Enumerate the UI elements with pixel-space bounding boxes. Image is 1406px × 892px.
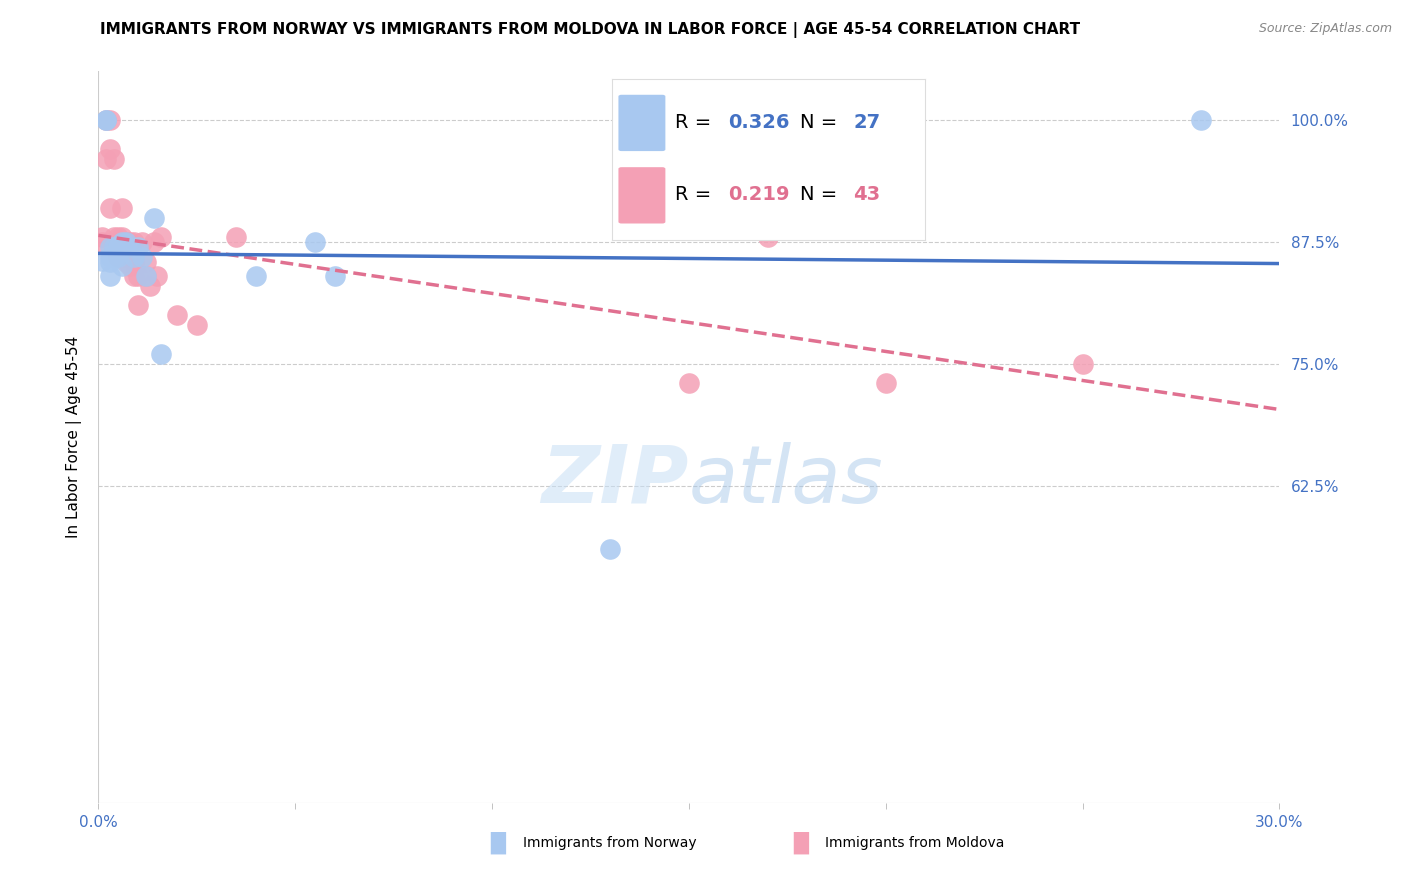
- Point: [98, 201, 121, 215]
- Point: [98, 113, 121, 128]
- Point: [131, 235, 153, 249]
- Point: [103, 152, 125, 166]
- Text: Source: ZipAtlas.com: Source: ZipAtlas.com: [1258, 22, 1392, 36]
- Point: [138, 279, 160, 293]
- Point: [118, 235, 141, 249]
- Point: [98, 142, 121, 156]
- Point: [122, 254, 145, 268]
- Point: [756, 230, 779, 244]
- Text: ▉: ▉: [793, 831, 810, 855]
- Point: [98, 254, 121, 268]
- Point: [142, 235, 165, 249]
- Point: [111, 240, 134, 254]
- Point: [115, 240, 138, 254]
- Point: [111, 230, 134, 244]
- Point: [107, 240, 129, 254]
- Point: [142, 211, 165, 225]
- Point: [96, 113, 118, 128]
- Point: [323, 269, 346, 284]
- Point: [98, 269, 121, 284]
- Text: Immigrants from Moldova: Immigrants from Moldova: [825, 836, 1005, 850]
- Point: [91, 235, 114, 249]
- Point: [122, 250, 145, 264]
- Point: [135, 254, 157, 268]
- Point: [146, 269, 169, 284]
- Point: [115, 254, 138, 268]
- Text: ZIP: ZIP: [541, 442, 689, 520]
- Point: [304, 235, 326, 249]
- Point: [91, 230, 114, 244]
- Point: [118, 260, 141, 274]
- Point: [127, 240, 149, 254]
- Point: [166, 308, 188, 322]
- Point: [122, 235, 145, 249]
- Point: [599, 542, 621, 557]
- Point: [127, 298, 149, 312]
- Point: [103, 250, 125, 264]
- Point: [111, 235, 134, 249]
- Point: [96, 152, 118, 166]
- Text: ▉: ▉: [491, 831, 508, 855]
- Point: [107, 230, 129, 244]
- Point: [103, 240, 125, 254]
- Y-axis label: In Labor Force | Age 45-54: In Labor Force | Age 45-54: [66, 336, 83, 538]
- Point: [1189, 113, 1212, 128]
- Point: [107, 250, 129, 264]
- Text: atlas: atlas: [689, 442, 884, 520]
- Point: [135, 269, 157, 284]
- Point: [103, 230, 125, 244]
- Point: [118, 240, 141, 254]
- Point: [98, 250, 121, 264]
- Point: [135, 269, 157, 284]
- Text: Immigrants from Norway: Immigrants from Norway: [523, 836, 696, 850]
- Point: [115, 235, 138, 249]
- Point: [115, 235, 138, 249]
- Point: [150, 230, 173, 244]
- Point: [1071, 357, 1094, 371]
- Point: [225, 230, 247, 244]
- Point: [111, 260, 134, 274]
- Point: [111, 250, 134, 264]
- Point: [131, 250, 153, 264]
- Point: [107, 240, 129, 254]
- Point: [98, 240, 121, 254]
- Point: [186, 318, 208, 332]
- Point: [96, 113, 118, 128]
- Point: [678, 376, 700, 391]
- Text: IMMIGRANTS FROM NORWAY VS IMMIGRANTS FROM MOLDOVA IN LABOR FORCE | AGE 45-54 COR: IMMIGRANTS FROM NORWAY VS IMMIGRANTS FRO…: [100, 22, 1081, 38]
- Point: [91, 253, 114, 268]
- Point: [115, 250, 138, 264]
- Point: [111, 235, 134, 249]
- Point: [96, 113, 118, 128]
- Point: [118, 250, 141, 264]
- Point: [875, 376, 897, 391]
- Point: [122, 269, 145, 284]
- Point: [103, 240, 125, 254]
- Point: [245, 269, 267, 284]
- Point: [150, 347, 173, 361]
- Point: [107, 250, 129, 264]
- Point: [111, 201, 134, 215]
- Point: [127, 269, 149, 284]
